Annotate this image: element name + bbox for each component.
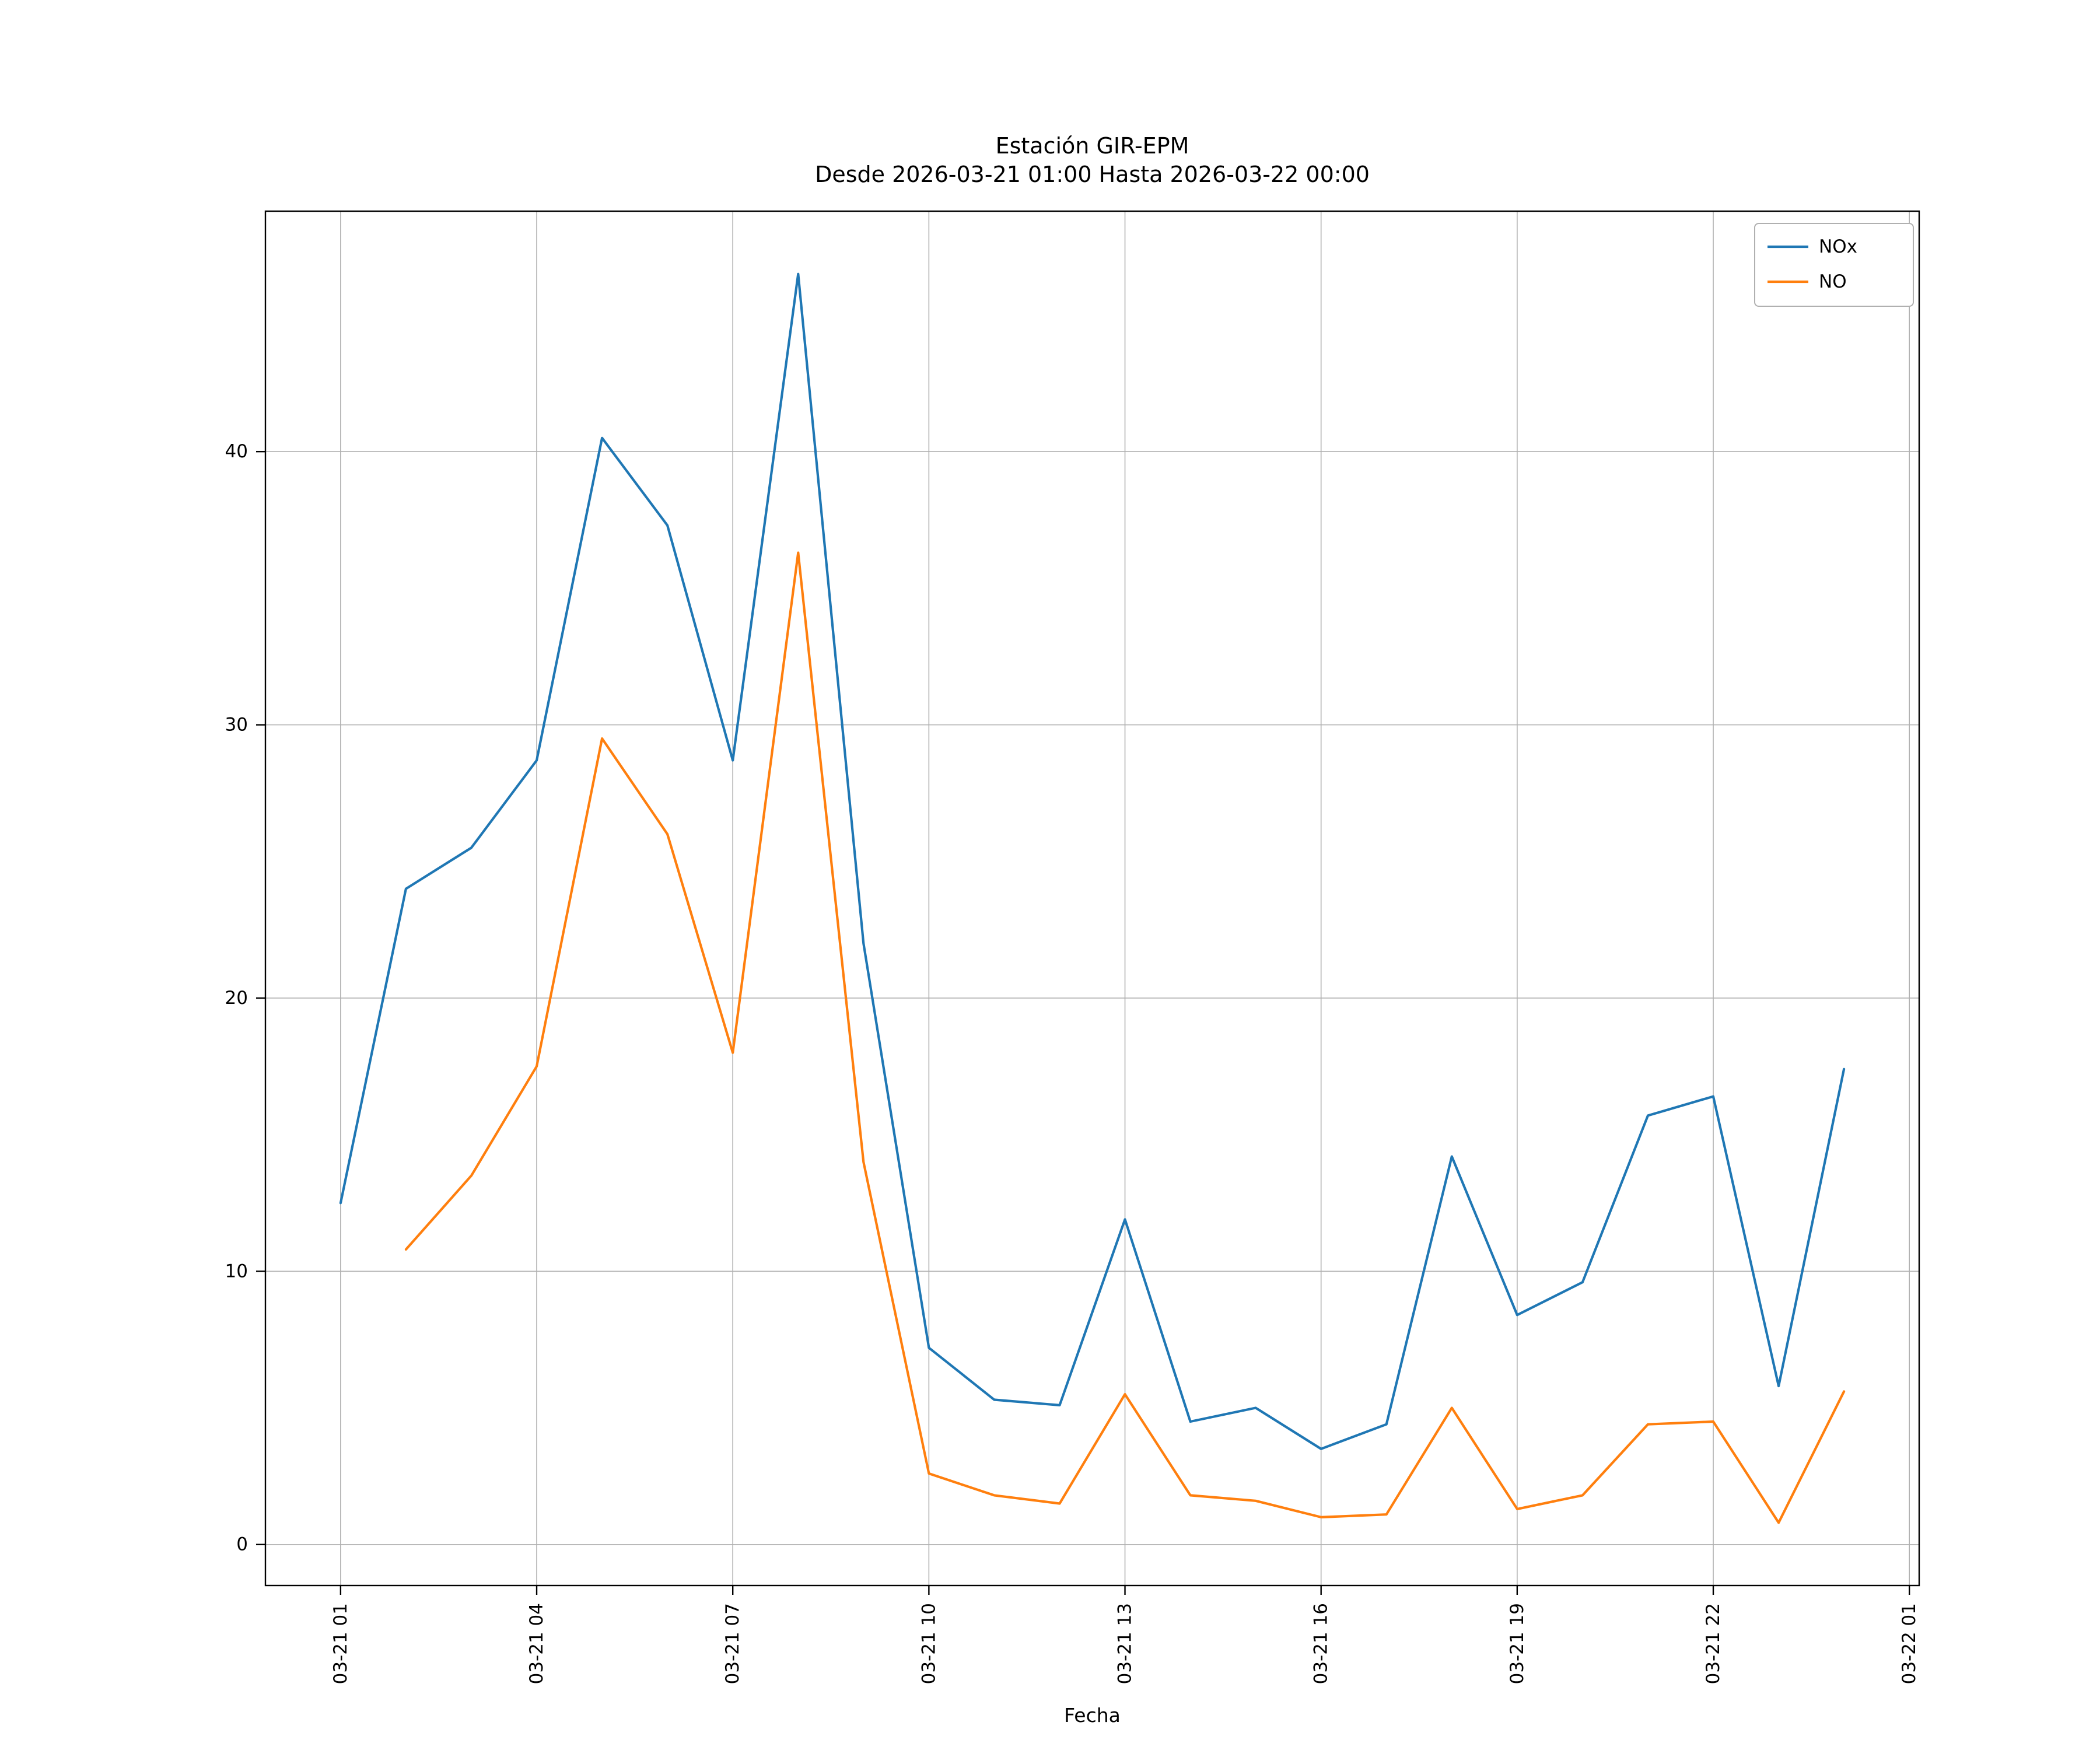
x-tick-label: 03-21 22 [1703, 1603, 1724, 1684]
y-tick-label: 40 [225, 441, 248, 462]
x-tick-label: 03-21 19 [1507, 1603, 1528, 1684]
series-line-nox [339, 272, 1846, 1450]
y-tick-label: 0 [236, 1534, 248, 1555]
x-tick-label: 03-21 04 [526, 1603, 547, 1684]
x-axis-label: Fecha [1064, 1704, 1121, 1727]
chart-title-line2: Desde 2026-03-21 01:00 Hasta 2026-03-22 … [815, 161, 1370, 187]
y-tick-label: 10 [225, 1261, 248, 1282]
legend-box [1754, 223, 1914, 307]
x-tick-label: 03-21 07 [722, 1603, 743, 1684]
legend-label-no: NO [1819, 271, 1847, 292]
chart-title-line1: Estación GIR-EPM [995, 133, 1189, 159]
series-line-no [404, 551, 1846, 1524]
y-tick-label: 30 [225, 715, 248, 736]
x-tick-label: 03-22 01 [1899, 1603, 1920, 1684]
x-tick-label: 03-21 01 [330, 1603, 351, 1684]
chart-title: Estación GIR-EPM Desde 2026-03-21 01:00 … [265, 132, 1919, 188]
x-tick-label: 03-21 10 [918, 1603, 939, 1684]
x-tick-label: 03-21 13 [1115, 1603, 1136, 1684]
legend-label-nox: NOx [1819, 236, 1857, 257]
y-tick-label: 20 [225, 988, 248, 1009]
x-tick-label: 03-21 16 [1311, 1603, 1332, 1684]
axes-frame [264, 210, 1920, 1587]
